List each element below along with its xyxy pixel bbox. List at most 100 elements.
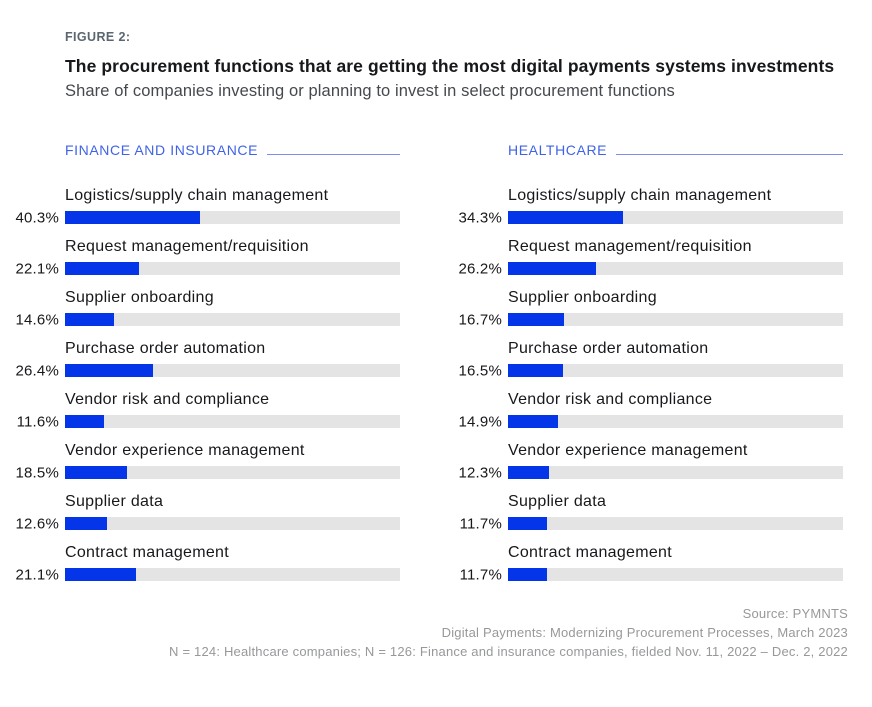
- bar-value-label: 26.2%: [458, 260, 502, 277]
- bar-fill: [508, 568, 548, 581]
- bar-fill: [508, 466, 550, 479]
- figure-title: The procurement functions that are getti…: [65, 56, 835, 76]
- bar-line: 22.1%: [15, 260, 400, 277]
- bar-category-label: Supplier onboarding: [508, 289, 657, 306]
- bar-line: 11.6%: [17, 413, 400, 430]
- bar-track: [65, 262, 400, 275]
- bar-row: Contract management 11.7%: [460, 543, 843, 583]
- bar-category-label: Vendor risk and compliance: [508, 391, 713, 408]
- bar-category-label: Purchase order automation: [508, 340, 709, 357]
- bar-line: 11.7%: [460, 515, 843, 532]
- bar-fill: [508, 211, 623, 224]
- panel-header-rule: [267, 154, 400, 155]
- bar-fill: [508, 364, 564, 377]
- bar-fill: [508, 313, 564, 326]
- bar-row: Request management/requisition 22.1%: [15, 237, 400, 277]
- footer-source-line: Source: PYMNTS: [742, 606, 848, 621]
- bar-category-label: Contract management: [65, 544, 230, 561]
- bar-fill: [65, 211, 200, 224]
- bar-row: Logistics/supply chain management 40.3%: [15, 186, 400, 226]
- bar-fill: [65, 517, 108, 530]
- panel-finance-and-insurance: FINANCE AND INSURANCE Logistics/supply c…: [15, 142, 400, 583]
- bar-track: [65, 364, 400, 377]
- bar-category-label: Supplier data: [65, 493, 164, 510]
- bar-line: 12.3%: [458, 464, 843, 481]
- bar-line: 26.4%: [15, 362, 400, 379]
- bar-track: [508, 262, 843, 275]
- bar-line: 12.6%: [15, 515, 400, 532]
- bar-value-label: 21.1%: [15, 566, 59, 583]
- bar-line: 16.7%: [458, 311, 843, 328]
- bar-fill: [508, 415, 558, 428]
- bar-category-label: Contract management: [508, 544, 673, 561]
- bar-category-label: Vendor experience management: [65, 442, 305, 459]
- bar-line: 21.1%: [15, 566, 400, 583]
- bar-row: Contract management 21.1%: [15, 543, 400, 583]
- bar-rows: Logistics/supply chain management 34.3% …: [458, 186, 843, 583]
- bar-fill: [65, 466, 127, 479]
- bar-value-label: 14.9%: [458, 413, 502, 430]
- bar-line: 14.6%: [15, 311, 400, 328]
- bar-line: 18.5%: [15, 464, 400, 481]
- figure-number-label: FIGURE 2:: [65, 30, 131, 44]
- bar-row: Vendor risk and compliance 11.6%: [17, 390, 400, 430]
- figure-subtitle: Share of companies investing or planning…: [65, 82, 675, 100]
- bar-category-label: Supplier data: [508, 493, 607, 510]
- bar-value-label: 12.3%: [458, 464, 502, 481]
- bar-track: [65, 466, 400, 479]
- bar-row: Supplier data 11.7%: [460, 492, 843, 532]
- bar-track: [65, 568, 400, 581]
- panel-header-finance: FINANCE AND INSURANCE: [65, 142, 400, 158]
- bar-value-label: 22.1%: [15, 260, 59, 277]
- bar-track: [508, 415, 843, 428]
- bar-track: [508, 313, 843, 326]
- bar-category-label: Request management/requisition: [65, 238, 309, 255]
- bar-category-label: Logistics/supply chain management: [65, 187, 329, 204]
- bar-fill: [508, 517, 548, 530]
- panel-header-label: HEALTHCARE: [508, 142, 608, 158]
- bar-row: Purchase order automation 16.5%: [458, 339, 843, 379]
- bar-track: [508, 364, 843, 377]
- bar-fill: [65, 262, 140, 275]
- bar-track: [508, 568, 843, 581]
- bar-category-label: Request management/requisition: [508, 238, 752, 255]
- bar-value-label: 26.4%: [15, 362, 59, 379]
- bar-line: 26.2%: [458, 260, 843, 277]
- bar-fill: [508, 262, 596, 275]
- footer-publication-line: Digital Payments: Modernizing Procuremen…: [441, 624, 848, 640]
- bar-value-label: 16.7%: [458, 311, 502, 328]
- bar-line: 16.5%: [458, 362, 843, 379]
- bar-fill: [65, 364, 154, 377]
- bar-category-label: Supplier onboarding: [65, 289, 214, 306]
- bar-value-label: 12.6%: [15, 515, 59, 532]
- bar-row: Vendor experience management 12.3%: [458, 441, 843, 481]
- bar-value-label: 14.6%: [15, 311, 59, 328]
- footer-sample-line: N = 124: Healthcare companies; N = 126: …: [169, 643, 848, 659]
- bar-row: Purchase order automation 26.4%: [15, 339, 400, 379]
- bar-value-label: 40.3%: [15, 209, 59, 226]
- figure-header: FIGURE 2: The procurement functions that…: [0, 0, 872, 101]
- panel-healthcare: HEALTHCARE Logistics/supply chain manage…: [458, 142, 843, 583]
- bar-category-label: Vendor experience management: [508, 442, 748, 459]
- bar-track: [65, 415, 400, 428]
- bar-value-label: 11.6%: [16, 413, 59, 430]
- bar-row: Supplier onboarding 16.7%: [458, 288, 843, 328]
- panel-header-rule: [616, 154, 843, 155]
- bar-track: [508, 517, 843, 530]
- bar-fill: [65, 313, 114, 326]
- bar-line: 40.3%: [15, 209, 400, 226]
- bar-value-label: 11.7%: [459, 515, 502, 532]
- bar-value-label: 11.7%: [459, 566, 502, 583]
- bar-row: Logistics/supply chain management 34.3%: [458, 186, 843, 226]
- bar-value-label: 34.3%: [458, 209, 502, 226]
- bar-track: [508, 466, 843, 479]
- bar-track: [65, 211, 400, 224]
- bar-track: [65, 517, 400, 530]
- bar-line: 14.9%: [458, 413, 843, 430]
- bar-row: Supplier data 12.6%: [15, 492, 400, 532]
- bar-row: Request management/requisition 26.2%: [458, 237, 843, 277]
- bar-value-label: 18.5%: [15, 464, 59, 481]
- panel-header-label: FINANCE AND INSURANCE: [65, 142, 259, 158]
- bar-fill: [65, 568, 136, 581]
- bar-row: Vendor experience management 18.5%: [15, 441, 400, 481]
